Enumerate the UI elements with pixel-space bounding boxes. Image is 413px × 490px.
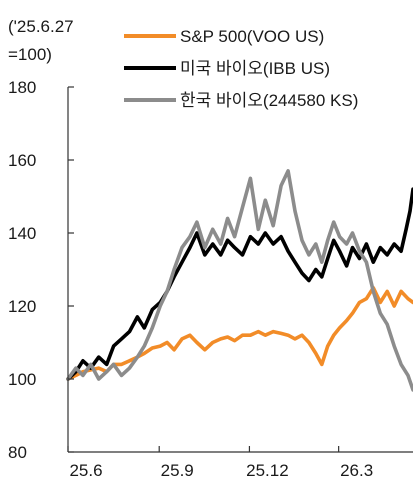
y-tick-label: 100: [8, 370, 36, 389]
y-tick-label: 140: [8, 224, 36, 243]
y-tick-label: 80: [8, 443, 27, 462]
series-lines: [66, 169, 413, 392]
axes: 80 100 120 140 160 180 25.6 25.9 25.12 26.3: [8, 78, 413, 480]
y-unit-label-line-1: ('25.6.27: [8, 17, 74, 36]
y-tick-label: 160: [8, 151, 36, 170]
series-line-3: [66, 169, 413, 392]
series-line-1: [66, 285, 413, 381]
y-tick-label: 180: [8, 78, 36, 97]
x-tick-label: 26.3: [340, 461, 373, 480]
y-unit-label-line-2: =100): [8, 45, 52, 64]
legend-label-2: 미국 바이오(IBB US): [180, 59, 330, 78]
legend-label-1: S&P 500(VOO US): [180, 27, 324, 46]
x-tick-label: 25.9: [161, 461, 194, 480]
x-tick-label: 25.6: [69, 461, 102, 480]
series-line-2: [66, 187, 413, 381]
legend: S&P 500(VOO US) 미국 바이오(IBB US) 한국 바이오(2445…: [124, 27, 358, 110]
y-tick-label: 120: [8, 297, 36, 316]
legend-label-3: 한국 바이오(244580 KS): [180, 91, 358, 110]
x-tick-label: 25.12: [246, 461, 289, 480]
